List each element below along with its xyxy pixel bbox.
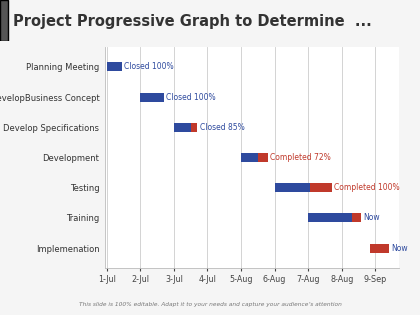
Bar	[174, 123, 192, 132]
Bar	[192, 123, 197, 132]
Text: Completed 72%: Completed 72%	[270, 153, 331, 162]
Text: Closed 85%: Closed 85%	[200, 123, 244, 132]
Text: Closed 100%: Closed 100%	[124, 62, 174, 72]
Text: Completed 100%: Completed 100%	[334, 183, 400, 192]
Text: Project Progressive Graph to Determine  ...: Project Progressive Graph to Determine .…	[13, 14, 371, 29]
Bar	[308, 213, 352, 222]
FancyBboxPatch shape	[0, 0, 8, 41]
Bar	[352, 213, 361, 222]
Bar	[140, 93, 164, 102]
Text: This slide is 100% editable. Adapt it to your needs and capture your audience’s : This slide is 100% editable. Adapt it to…	[79, 302, 341, 307]
Bar	[107, 62, 122, 72]
Bar	[258, 153, 268, 162]
Bar	[370, 243, 389, 253]
Text: Now: Now	[391, 243, 408, 253]
Bar	[241, 153, 258, 162]
Text: Now: Now	[364, 213, 381, 222]
Bar	[275, 183, 310, 192]
Text: Closed 100%: Closed 100%	[166, 93, 216, 102]
Bar	[310, 183, 332, 192]
